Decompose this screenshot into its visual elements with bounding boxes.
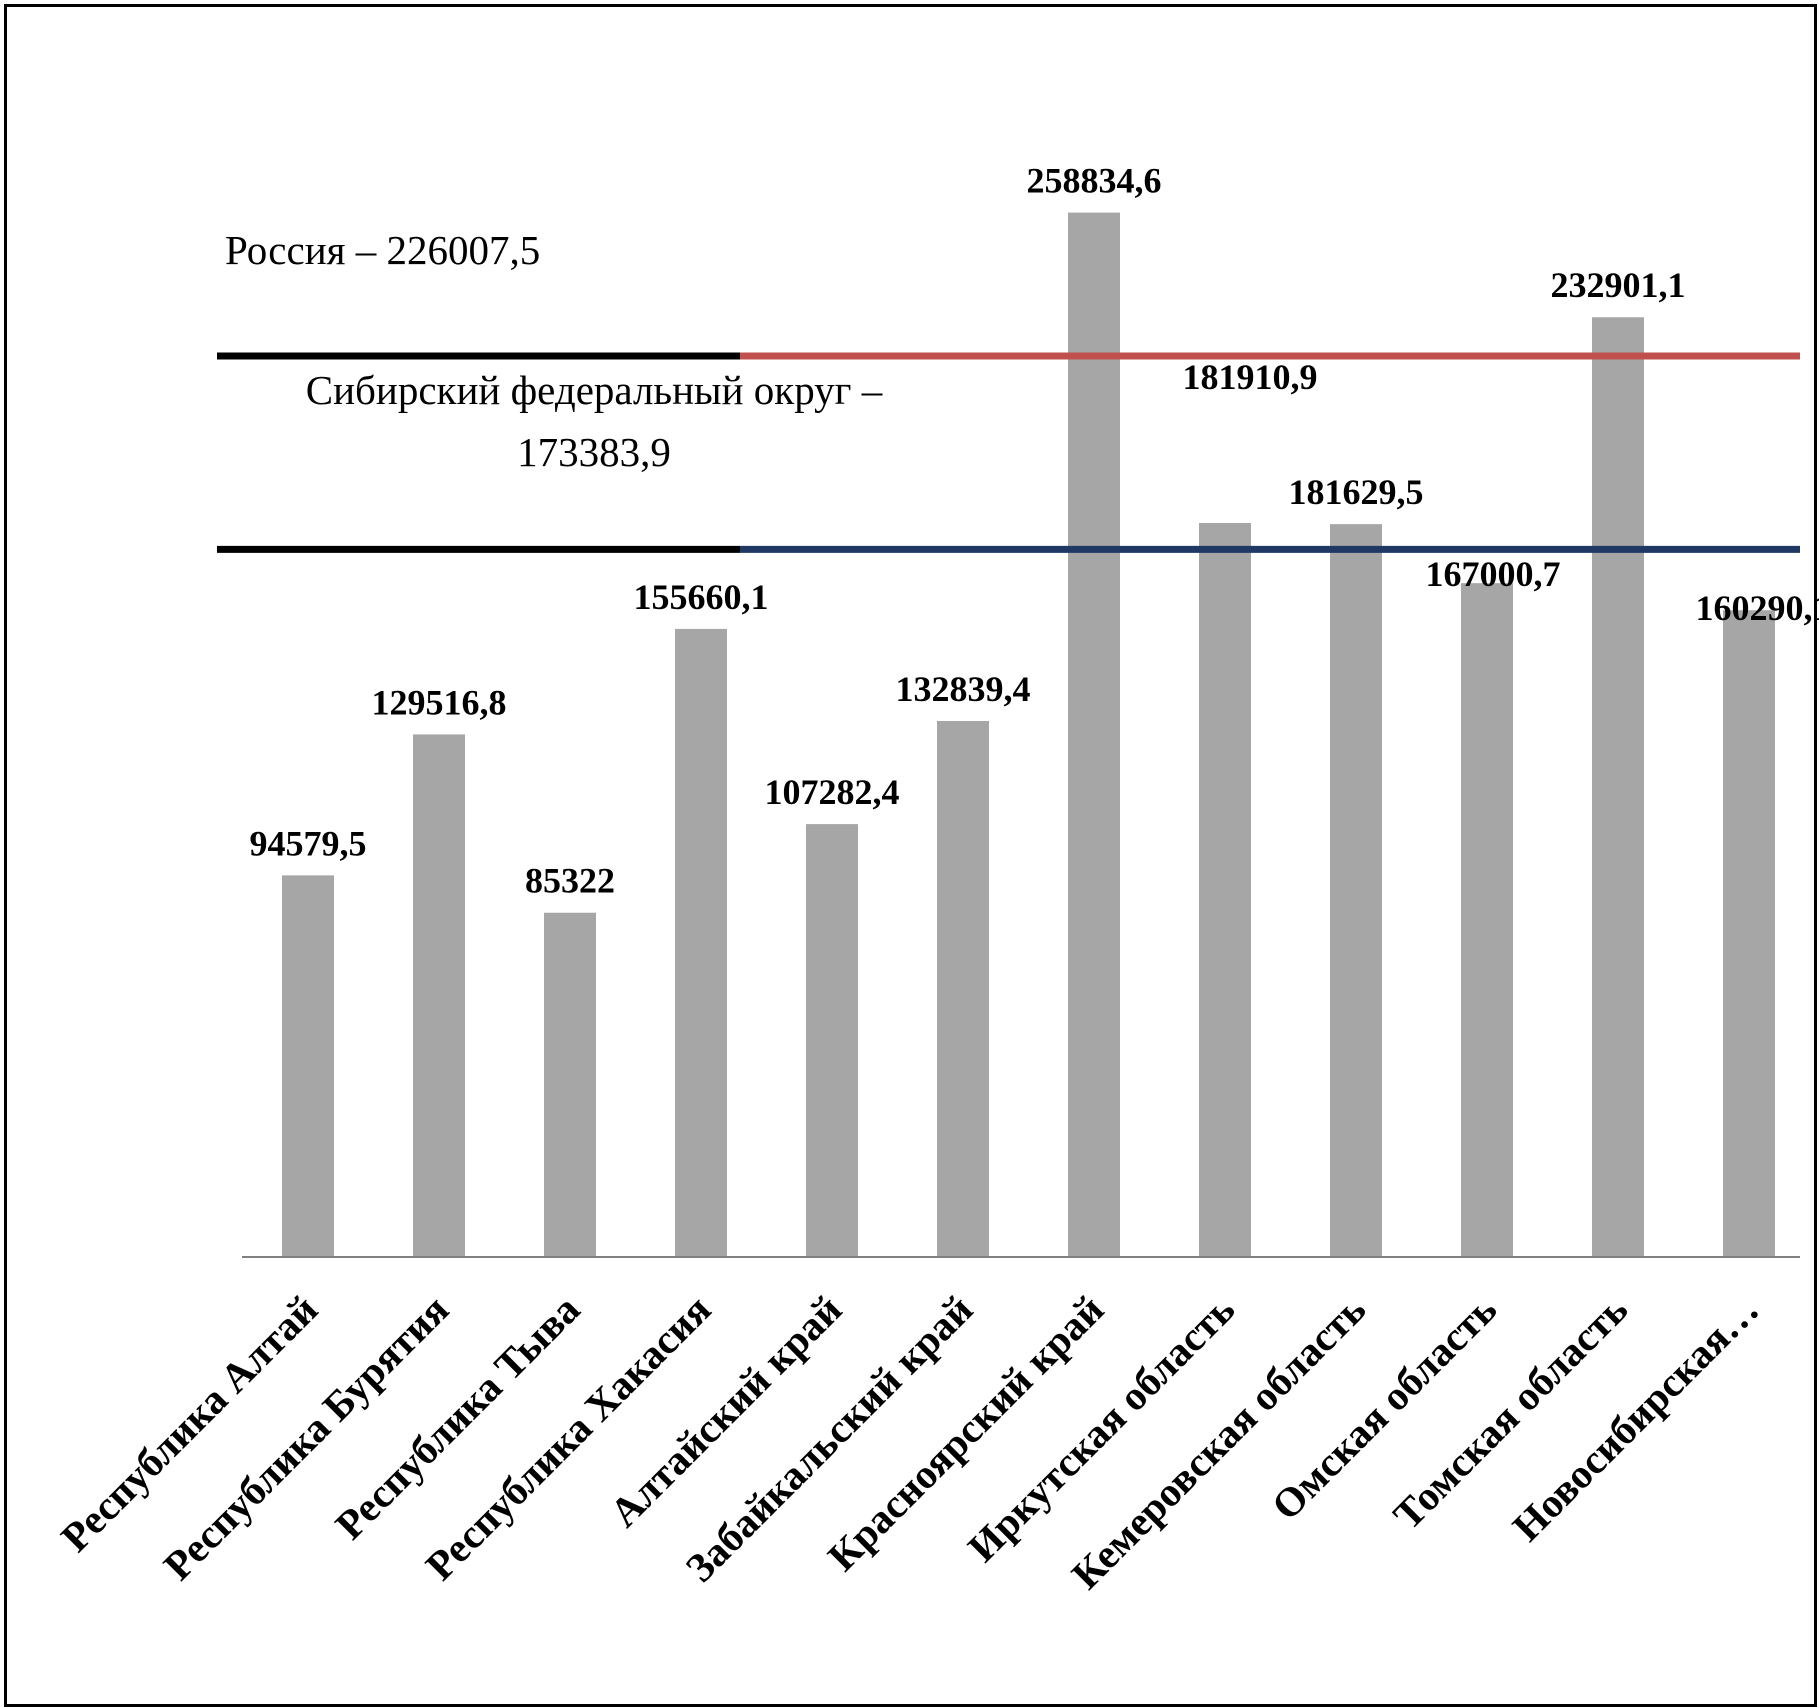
bar-7 <box>1068 212 1120 1257</box>
category-label-5: Алтайский край <box>601 1286 851 1536</box>
reference-texts: Россия – 226007,5 Сибирский федеральный … <box>225 227 883 475</box>
bar-3 <box>544 912 596 1257</box>
reference-lines <box>217 352 1800 553</box>
category-label-12: Новосибирская… <box>1503 1286 1767 1550</box>
value-label-12: 160290,1 <box>1696 588 1819 628</box>
value-label-2: 129516,8 <box>372 682 507 722</box>
bar-12 <box>1723 610 1775 1257</box>
chart-frame <box>4 4 1817 1707</box>
sfo-annotation-line2: 173383,9 <box>517 429 671 475</box>
bars-layer <box>282 212 1775 1258</box>
bar-5 <box>806 824 858 1257</box>
bar-8 <box>1199 522 1251 1257</box>
category-label-11: Томская область <box>1384 1286 1636 1538</box>
bar-6 <box>937 720 989 1257</box>
bar-1 <box>282 875 334 1257</box>
russia-annotation: Россия – 226007,5 <box>225 227 540 273</box>
category-label-3: Республика Тыва <box>326 1286 588 1548</box>
value-label-6: 132839,4 <box>896 669 1031 709</box>
bar-2 <box>413 734 465 1257</box>
value-label-5: 107282,4 <box>765 772 900 812</box>
value-label-9: 181629,5 <box>1289 472 1424 512</box>
bar-11 <box>1592 317 1644 1258</box>
value-label-3: 85322 <box>525 861 615 901</box>
value-label-4: 155660,1 <box>634 577 769 617</box>
category-label-10: Омская область <box>1263 1286 1506 1529</box>
bar-4 <box>675 628 727 1257</box>
bar-10 <box>1461 583 1513 1257</box>
value-label-11: 232901,1 <box>1551 265 1686 305</box>
value-label-10: 167000,7 <box>1426 554 1561 594</box>
sfo-annotation-line1: Сибирский федеральный округ – <box>306 367 883 413</box>
value-label-7: 258834,6 <box>1027 161 1162 201</box>
bar-9 <box>1330 524 1382 1257</box>
value-labels-layer: 94579,5 129516,8 85322 155660,1 107282,4 1328… <box>250 161 1819 901</box>
category-label-1: Республика Алтай <box>52 1286 327 1561</box>
value-label-8: 181910,9 <box>1183 357 1318 397</box>
value-label-1: 94579,5 <box>250 823 367 863</box>
